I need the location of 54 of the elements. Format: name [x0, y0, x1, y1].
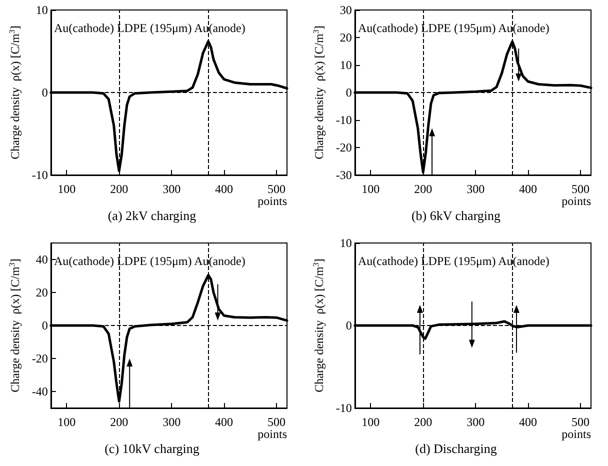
- y-tick-label: 0: [346, 86, 352, 100]
- y-tick-label: -20: [32, 352, 48, 366]
- x-tick-label: 300: [162, 182, 181, 196]
- y-tick-label: -40: [32, 384, 48, 398]
- y-tick-label: -20: [336, 140, 352, 154]
- y-tick-label: 30: [340, 3, 352, 17]
- y-axis-title: Charge density ρ(x) [C/m3]: [312, 26, 326, 160]
- x-tick-label: 200: [110, 182, 128, 196]
- x-axis-title: points: [562, 427, 592, 441]
- x-tick-label: 400: [519, 415, 538, 429]
- x-tick-label: 500: [268, 415, 286, 429]
- y-tick-label: -30: [336, 168, 352, 182]
- text: (a) 2kV charging: [108, 208, 197, 223]
- text: (c) 10kV charging: [104, 441, 200, 456]
- x-tick-label: 100: [362, 182, 380, 196]
- x-tick-label: 400: [215, 182, 234, 196]
- y-tick-label: -10: [336, 113, 352, 127]
- annotation: Au(cathode) LDPE (195μm) Au(anode): [358, 254, 550, 268]
- y-axis-title: Charge density ρ(x) [C/m3]: [8, 258, 22, 392]
- x-tick-label: 100: [362, 415, 380, 429]
- y-axis-title: Charge density ρ(x) [C/m3]: [8, 26, 22, 160]
- x-tick-label: 200: [110, 415, 128, 429]
- x-tick-label: 300: [466, 415, 485, 429]
- y-tick-label: 40: [36, 252, 48, 266]
- x-tick-label: 400: [215, 415, 234, 429]
- x-tick-label: 200: [414, 415, 432, 429]
- annotation: Au(cathode) LDPE (195μm) Au(anode): [54, 254, 246, 268]
- x-tick-label: 400: [519, 182, 538, 196]
- y-tick-label: 0: [42, 318, 48, 332]
- y-axis-title: Charge density ρ(x) [C/m3]: [312, 258, 326, 392]
- text: (d) Discharging: [415, 441, 498, 456]
- annotation: Au(cathode) LDPE (195μm) Au(anode): [54, 21, 246, 35]
- x-tick-label: 300: [162, 415, 181, 429]
- y-tick-label: 10: [340, 58, 352, 72]
- x-tick-label: 100: [58, 182, 76, 196]
- x-tick-label: 500: [572, 182, 590, 196]
- y-tick-label: 0: [42, 86, 48, 100]
- x-tick-label: 500: [572, 415, 590, 429]
- x-axis-title: points: [562, 194, 592, 208]
- x-tick-label: 500: [268, 182, 286, 196]
- x-tick-label: 200: [414, 182, 432, 196]
- y-tick-label: 0: [346, 318, 352, 332]
- x-axis-title: points: [258, 194, 288, 208]
- y-tick-label: 20: [36, 286, 48, 300]
- text: (b) 6kV charging: [411, 208, 502, 223]
- y-tick-label: 20: [340, 30, 352, 44]
- x-tick-label: 300: [466, 182, 485, 196]
- x-tick-label: 100: [58, 415, 76, 429]
- y-tick-label: -10: [336, 401, 352, 415]
- y-tick-label: -10: [32, 168, 48, 182]
- x-axis-title: points: [258, 427, 288, 441]
- y-tick-label: 10: [340, 236, 352, 250]
- y-tick-label: 10: [36, 3, 48, 17]
- annotation: Au(cathode) LDPE (195μm) Au(anode): [358, 21, 550, 35]
